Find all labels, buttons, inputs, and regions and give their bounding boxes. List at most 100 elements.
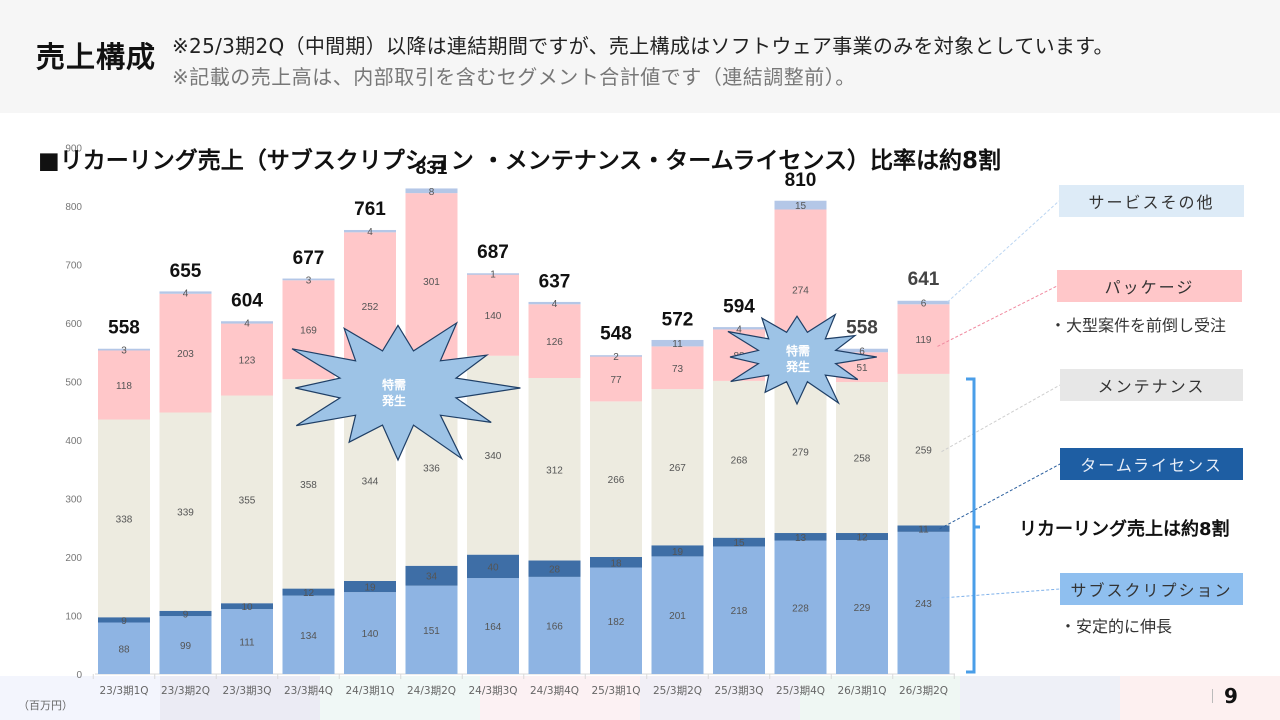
bar-segment-package	[651, 346, 704, 390]
bar-segment-service-other	[590, 355, 642, 357]
legend-term-license: タームライセンス	[1060, 448, 1243, 480]
data-label-term-license: 13	[795, 533, 807, 544]
x-category-label: 25/3期3Q	[714, 685, 763, 697]
y-tick-label: 400	[65, 436, 82, 447]
bar-segment-subscription	[590, 567, 642, 674]
y-tick-label: 600	[65, 319, 82, 330]
data-label-subscription: 229	[854, 603, 871, 614]
data-label-term-license: 9	[183, 609, 189, 620]
legend-subscription-note: ・安定的に伸長	[1060, 617, 1173, 636]
data-label-maintenance: 355	[239, 495, 256, 506]
data-label-maintenance: 279	[792, 447, 809, 458]
bar-segment-service-other	[344, 229, 396, 233]
total-label: 604	[231, 291, 263, 312]
bar-segment-service-other	[221, 321, 273, 324]
data-label-term-license: 28	[549, 565, 561, 576]
bar-segment-term-license	[590, 557, 642, 568]
bar-segment-subscription	[98, 622, 150, 674]
bar-segment-package	[159, 293, 212, 413]
data-label-maintenance: 358	[300, 480, 317, 491]
bar-segment-term-license	[405, 565, 458, 586]
bar-segment-subscription	[221, 609, 273, 674]
data-label-service-other: 4	[183, 289, 189, 300]
data-label-service-other: 3	[121, 346, 127, 357]
data-label-term-license: 9	[121, 616, 127, 627]
bar-segment-package	[98, 350, 150, 420]
footer-band	[0, 676, 160, 720]
data-label-package: 119	[916, 335, 932, 346]
total-label: 761	[354, 199, 386, 220]
bar-segment-term-license	[651, 545, 704, 557]
total-label: 594	[723, 297, 755, 318]
x-category-label: 25/3期2Q	[653, 685, 702, 697]
data-label-maintenance: 312	[546, 465, 563, 476]
data-label-maintenance: 339	[177, 508, 194, 519]
data-label-maintenance: 267	[669, 463, 686, 474]
footer-band	[1120, 676, 1280, 720]
x-category-label: 25/3期1Q	[591, 685, 640, 697]
page-number: 9	[1224, 684, 1238, 708]
x-category-label: 23/3期2Q	[161, 685, 210, 697]
data-label-maintenance: 340	[485, 451, 502, 462]
data-label-subscription: 164	[485, 622, 502, 633]
unit-label: （百万円）	[18, 699, 73, 712]
bar-segment-subscription	[836, 540, 888, 674]
bar-segment-maintenance	[713, 380, 765, 538]
data-label-service-other: 11	[672, 339, 683, 350]
data-label-package: 203	[177, 349, 194, 360]
bar-segment-subscription	[282, 595, 335, 674]
data-label-service-other: 4	[552, 299, 558, 310]
recurring-bracket	[966, 377, 980, 674]
data-label-term-license: 15	[733, 538, 745, 549]
bar-segment-package	[897, 304, 950, 374]
bar-segment-service-other	[713, 327, 765, 330]
data-label-maintenance: 268	[731, 455, 748, 466]
bar-segment-service-other	[98, 348, 150, 351]
data-label-subscription: 243	[915, 599, 932, 610]
x-category-label: 23/3期4Q	[284, 685, 333, 697]
total-label: 677	[293, 248, 325, 269]
bar-segment-maintenance	[98, 419, 150, 618]
data-label-package: 140	[485, 311, 502, 322]
leader-line-service-other	[947, 200, 1060, 303]
bar-segment-term-license	[897, 525, 950, 532]
x-category-label: 25/3期4Q	[776, 685, 825, 697]
y-tick-label: 100	[65, 612, 82, 623]
total-label: 637	[539, 271, 571, 292]
bar-segment-subscription	[467, 578, 519, 674]
bar-segment-maintenance	[897, 373, 950, 526]
callout-line: 特需	[381, 378, 406, 392]
footer-band	[640, 676, 800, 720]
data-label-term-license: 18	[610, 558, 622, 569]
total-label: 558	[108, 318, 140, 339]
bar-segment-subscription	[774, 540, 827, 674]
footer-band	[960, 676, 1120, 720]
bar-segment-maintenance	[590, 401, 642, 557]
header-band	[0, 0, 1280, 113]
data-label-term-license: 34	[426, 572, 438, 583]
data-label-package: 51	[856, 363, 868, 374]
total-label: 831	[416, 158, 448, 179]
data-label-service-other: 4	[367, 227, 373, 238]
bar-segment-maintenance	[221, 395, 273, 604]
data-label-term-license: 11	[918, 525, 929, 536]
data-label-package: 169	[300, 326, 317, 337]
data-label-service-other: 6	[859, 346, 865, 357]
header-note-consolidation: ※25/3期2Q（中間期）以降は連結期間ですが、売上構成はソフトウェア事業のみを…	[172, 34, 1114, 58]
data-label-service-other: 6	[921, 299, 927, 310]
y-tick-label: 200	[65, 553, 82, 564]
leader-line-maintenance	[941, 384, 1061, 453]
legend-maintenance: メンテナンス	[1060, 369, 1243, 401]
bar-segment-maintenance	[159, 412, 212, 611]
data-label-service-other: 2	[613, 352, 619, 363]
bar-segment-service-other	[405, 188, 458, 194]
x-category-label: 24/3期1Q	[345, 685, 394, 697]
total-label: 548	[600, 323, 632, 344]
callout-line: 特需	[785, 344, 810, 358]
data-label-term-license: 19	[364, 583, 376, 594]
bar-segment-term-license	[159, 610, 212, 617]
data-label-service-other: 4	[736, 324, 742, 335]
y-tick-label: 0	[76, 670, 82, 681]
y-tick-label: 900	[65, 144, 82, 155]
total-label: 687	[477, 242, 509, 263]
